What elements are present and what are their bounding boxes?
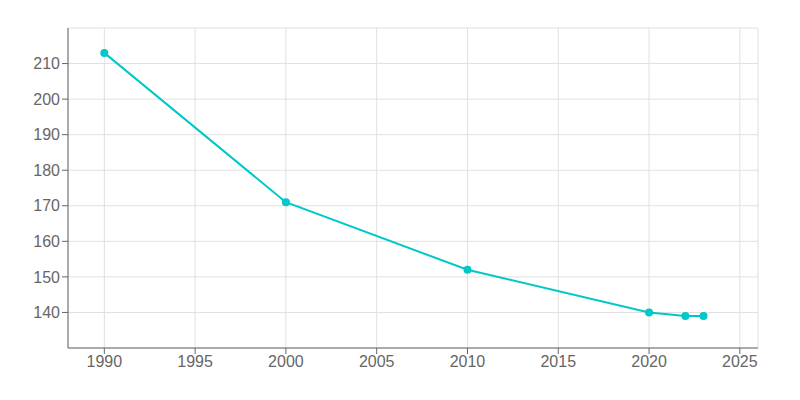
svg-text:180: 180: [33, 162, 60, 179]
svg-text:2020: 2020: [631, 353, 667, 370]
svg-text:210: 210: [33, 55, 60, 72]
svg-text:1990: 1990: [87, 353, 123, 370]
svg-text:2025: 2025: [722, 353, 758, 370]
svg-text:200: 200: [33, 91, 60, 108]
svg-text:2015: 2015: [540, 353, 576, 370]
svg-text:2005: 2005: [359, 353, 395, 370]
svg-text:160: 160: [33, 233, 60, 250]
svg-text:150: 150: [33, 269, 60, 286]
svg-text:2000: 2000: [268, 353, 304, 370]
svg-text:2010: 2010: [450, 353, 486, 370]
svg-text:140: 140: [33, 304, 60, 321]
svg-text:190: 190: [33, 126, 60, 143]
svg-text:1995: 1995: [177, 353, 213, 370]
svg-text:170: 170: [33, 197, 60, 214]
